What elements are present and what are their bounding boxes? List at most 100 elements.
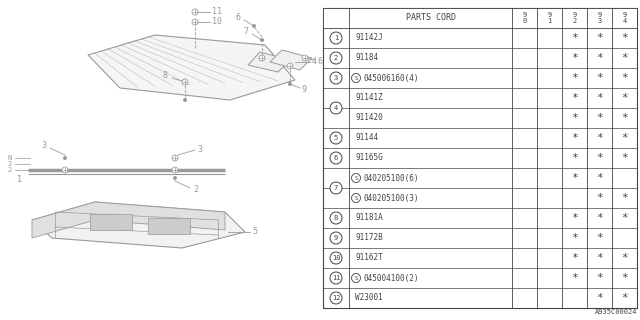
Circle shape xyxy=(172,167,178,173)
Text: 11: 11 xyxy=(332,275,340,281)
Bar xyxy=(323,8,637,308)
Text: PARTS CORD: PARTS CORD xyxy=(406,13,456,22)
Text: *: * xyxy=(596,93,603,103)
Text: *: * xyxy=(621,153,628,163)
Text: 7: 7 xyxy=(334,185,338,191)
Text: *: * xyxy=(596,33,603,43)
Bar xyxy=(323,8,637,28)
Text: 91172B: 91172B xyxy=(355,234,383,243)
Circle shape xyxy=(288,82,292,86)
Text: 6: 6 xyxy=(236,12,241,21)
Circle shape xyxy=(330,182,342,194)
Text: 1: 1 xyxy=(17,175,22,185)
Text: 8: 8 xyxy=(163,71,168,81)
Text: *: * xyxy=(596,233,603,243)
Text: 6: 6 xyxy=(317,57,322,66)
Text: *: * xyxy=(621,273,628,283)
Circle shape xyxy=(330,72,342,84)
Circle shape xyxy=(330,292,342,304)
Text: *: * xyxy=(571,113,578,123)
Text: 9: 9 xyxy=(302,85,307,94)
Polygon shape xyxy=(88,35,295,100)
Text: *: * xyxy=(621,53,628,63)
Text: 045004100(2): 045004100(2) xyxy=(363,274,419,283)
Text: 5: 5 xyxy=(252,228,257,236)
Circle shape xyxy=(192,19,198,25)
Text: 11: 11 xyxy=(212,7,222,17)
Text: *: * xyxy=(571,213,578,223)
Text: 911420: 911420 xyxy=(355,114,383,123)
Text: A935C00024: A935C00024 xyxy=(595,309,637,315)
Circle shape xyxy=(287,63,293,69)
Text: 1: 1 xyxy=(334,35,338,41)
Circle shape xyxy=(351,274,360,283)
Polygon shape xyxy=(32,202,245,248)
Text: *: * xyxy=(621,133,628,143)
Text: 040205100(3): 040205100(3) xyxy=(363,194,419,203)
Text: *: * xyxy=(571,233,578,243)
Text: S: S xyxy=(355,196,358,201)
Text: *: * xyxy=(571,173,578,183)
Circle shape xyxy=(172,155,178,161)
Text: 3: 3 xyxy=(197,145,202,154)
Circle shape xyxy=(330,232,342,244)
Text: *: * xyxy=(596,173,603,183)
Text: *: * xyxy=(596,293,603,303)
Text: *: * xyxy=(596,253,603,263)
Text: *: * xyxy=(571,133,578,143)
Text: *: * xyxy=(621,113,628,123)
Text: *: * xyxy=(596,53,603,63)
Text: 5: 5 xyxy=(334,135,338,141)
Circle shape xyxy=(351,194,360,203)
Text: 12: 12 xyxy=(332,295,340,301)
Circle shape xyxy=(351,173,360,182)
Text: 91162T: 91162T xyxy=(355,253,383,262)
Circle shape xyxy=(63,156,67,160)
Text: *: * xyxy=(571,93,578,103)
Text: 040205100(6): 040205100(6) xyxy=(363,173,419,182)
Text: 91184: 91184 xyxy=(355,53,378,62)
Text: S: S xyxy=(355,175,358,180)
Text: 6: 6 xyxy=(334,155,338,161)
Circle shape xyxy=(351,74,360,83)
Text: 9
4: 9 4 xyxy=(622,12,627,24)
Text: *: * xyxy=(621,93,628,103)
Circle shape xyxy=(173,176,177,180)
Text: 9
2: 9 2 xyxy=(572,12,577,24)
Text: S: S xyxy=(355,76,358,81)
Text: *: * xyxy=(571,33,578,43)
Text: *: * xyxy=(571,153,578,163)
Text: S: S xyxy=(355,276,358,281)
Text: 9
3: 9 3 xyxy=(597,12,602,24)
Circle shape xyxy=(259,55,265,61)
Text: *: * xyxy=(596,193,603,203)
Text: 2: 2 xyxy=(8,161,12,167)
Circle shape xyxy=(330,52,342,64)
Text: 9
1: 9 1 xyxy=(547,12,552,24)
Text: 2: 2 xyxy=(8,167,12,173)
Text: *: * xyxy=(596,273,603,283)
Circle shape xyxy=(330,132,342,144)
Polygon shape xyxy=(248,52,290,72)
Text: 10: 10 xyxy=(332,255,340,261)
Circle shape xyxy=(62,167,68,173)
Text: 2: 2 xyxy=(193,186,198,195)
Text: 3: 3 xyxy=(42,140,47,149)
Circle shape xyxy=(260,38,264,42)
Text: *: * xyxy=(596,153,603,163)
Text: N: N xyxy=(8,155,12,161)
Text: *: * xyxy=(571,73,578,83)
Text: *: * xyxy=(596,113,603,123)
Text: *: * xyxy=(621,293,628,303)
Text: 91181A: 91181A xyxy=(355,213,383,222)
Circle shape xyxy=(330,102,342,114)
Circle shape xyxy=(182,79,188,85)
Polygon shape xyxy=(32,202,225,238)
Text: *: * xyxy=(596,73,603,83)
Circle shape xyxy=(330,212,342,224)
Circle shape xyxy=(302,55,308,61)
Text: W23001: W23001 xyxy=(355,293,383,302)
Polygon shape xyxy=(270,50,312,70)
Text: 4: 4 xyxy=(312,58,317,67)
Text: *: * xyxy=(596,133,603,143)
